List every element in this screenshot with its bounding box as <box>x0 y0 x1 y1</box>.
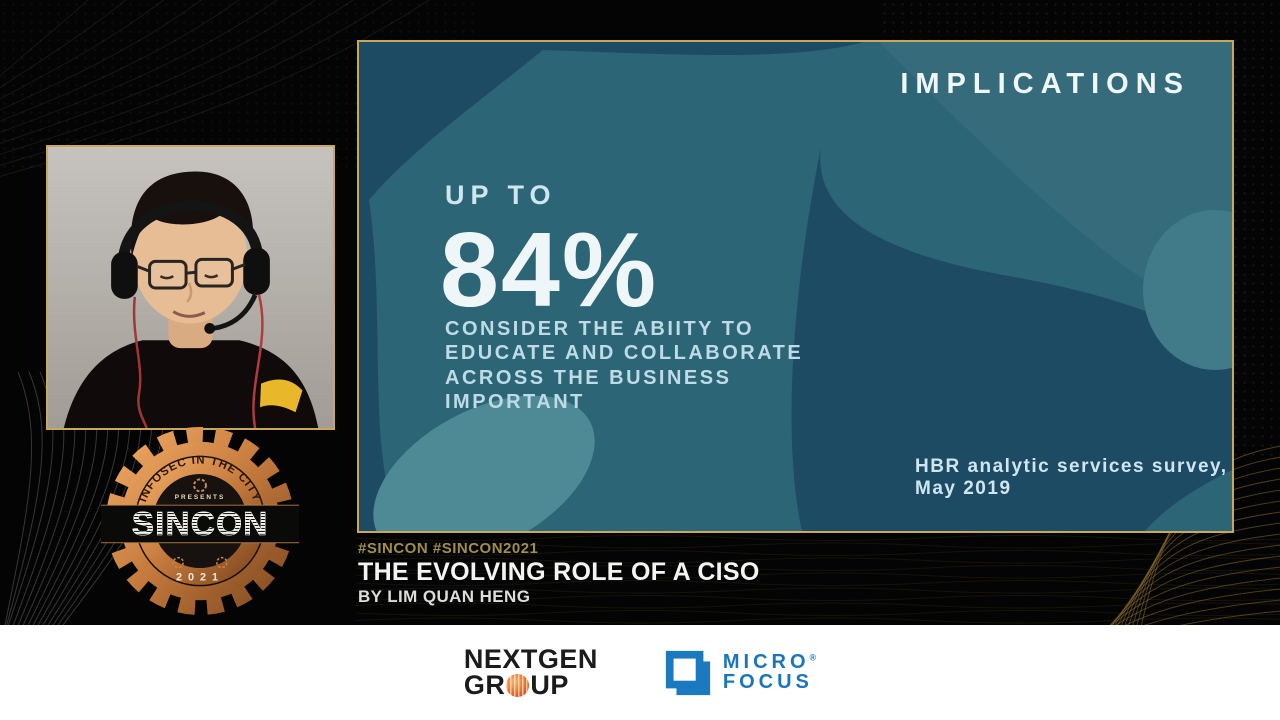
speaker-webcam-video <box>46 145 335 430</box>
headset-cable <box>132 296 148 428</box>
slide-kicker: UP TO <box>445 180 557 210</box>
badge-name-band <box>101 504 299 544</box>
badge-year-text: 2021 <box>176 571 224 583</box>
speaker-portrait <box>48 147 333 428</box>
nextgen-group-logo: NEXTGEN GR UP <box>463 643 598 700</box>
globe-icon <box>506 673 530 697</box>
group-wordmark: GR UP <box>463 669 598 700</box>
slide-title: IMPLICATIONS <box>900 68 1190 100</box>
headphones-band-icon <box>117 200 264 266</box>
mic-tip-icon <box>204 322 216 334</box>
glasses-temples <box>136 262 246 273</box>
glasses-right-lens-icon <box>194 257 234 288</box>
presentation-slide: IMPLICATIONS UP TO 84% CONSIDER THE ABII… <box>357 40 1234 533</box>
mic-boom-icon <box>212 293 258 331</box>
right-eye <box>204 274 219 279</box>
sponsor-bar: NEXTGEN GR UP MICRO® FOCUS <box>0 625 1280 720</box>
shirt-logo-patch <box>260 379 303 413</box>
person-hair <box>130 171 254 258</box>
badge-name-text: SINCON <box>132 506 269 543</box>
group-prefix: GR <box>463 669 506 700</box>
slide-source-citation: HBR analytic services survey, May 2019 <box>915 456 1228 500</box>
badge-presents-text: PRESENTS <box>175 494 225 501</box>
slide-statistic: 84% <box>440 211 659 329</box>
headset-cable-right <box>252 294 264 428</box>
glasses-left-lens-icon <box>148 259 188 290</box>
mini-gear-icon <box>193 478 207 493</box>
lower-third-caption: #SINCON #SINCON2021 THE EVOLVING ROLE OF… <box>358 540 760 607</box>
glasses-bridge <box>185 270 197 275</box>
micro-focus-logo: MICRO® FOCUS <box>663 648 816 698</box>
micro-word: MICRO® <box>722 650 817 673</box>
nextgen-wordmark: NEXTGEN <box>463 643 598 674</box>
focus-word: FOCUS <box>722 670 813 693</box>
group-suffix: UP <box>530 669 569 700</box>
person-face <box>132 191 248 324</box>
microfocus-squares-icon <box>665 650 710 695</box>
slide-blob-shapes <box>359 42 1232 531</box>
sincon-gear-badge: INFOSEC IN THE CITY PRESENTS SINCON 2021 <box>101 426 299 616</box>
mouth <box>172 310 206 318</box>
microfocus-wordmark: MICRO® FOCUS <box>722 650 817 693</box>
hashtags: #SINCON #SINCON2021 <box>358 540 539 557</box>
speaker-byline: BY LIM QUAN HENG <box>358 587 531 606</box>
registered-mark: ® <box>809 652 817 663</box>
left-eye <box>159 275 174 280</box>
talk-title: THE EVOLVING ROLE OF A CISO <box>358 558 760 586</box>
mini-gear-icon <box>216 556 228 569</box>
nose <box>186 282 193 303</box>
slide-body-text: CONSIDER THE ABIITY TO EDUCATE AND COLLA… <box>445 318 804 414</box>
mini-gear-icon <box>172 556 184 569</box>
headphone-left-cup-icon <box>111 251 138 299</box>
headphone-right-cup-icon <box>243 247 270 295</box>
